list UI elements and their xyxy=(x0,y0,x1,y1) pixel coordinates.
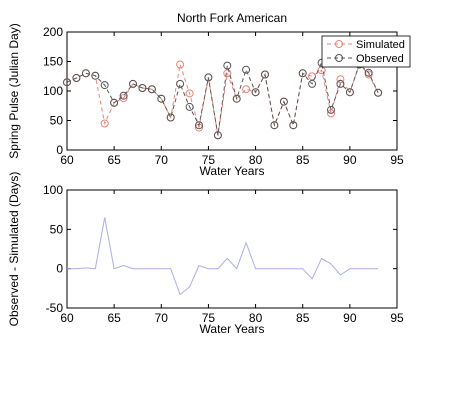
observed-data-point xyxy=(166,113,175,122)
simulated-data-point xyxy=(308,72,317,81)
bottom-x-axis-label: Water Years xyxy=(200,322,265,336)
bottom-x-tick-label: 80 xyxy=(249,311,263,325)
observed-data-point xyxy=(195,121,203,130)
top-y-tick-label: 50 xyxy=(50,114,64,128)
observed-data-point xyxy=(204,73,213,82)
bottom-x-tick-label: 65 xyxy=(107,311,121,325)
bottom-x-tick-label: 90 xyxy=(343,311,357,325)
simulated-data-point xyxy=(242,85,251,94)
observed-data-point xyxy=(176,79,185,88)
top-x-tick-label: 90 xyxy=(343,153,357,167)
difference-series-line xyxy=(67,217,379,296)
legend-simulated-marker xyxy=(335,40,343,48)
simulated-data-point xyxy=(100,119,109,128)
bottom-x-tick-label: 70 xyxy=(155,311,169,325)
simulated-series-line xyxy=(66,63,379,136)
bottom-x-tick-label: 60 xyxy=(60,311,74,325)
bottom-x-tick-label: 75 xyxy=(202,311,216,325)
observed-data-point xyxy=(91,71,100,80)
observed-data-point xyxy=(364,68,373,77)
observed-data-point xyxy=(374,88,383,97)
bottom-y-tick-label: -50 xyxy=(46,301,64,315)
simulated-data-point xyxy=(176,60,185,69)
bottom-series-group xyxy=(67,217,379,296)
observed-data-point xyxy=(81,69,90,78)
observed-data-point xyxy=(223,61,232,70)
top-x-axis-label: Water Years xyxy=(200,164,265,178)
observed-data-point xyxy=(213,131,222,140)
observed-data-point xyxy=(157,94,166,103)
top-y-tick-label: 100 xyxy=(43,84,63,98)
observed-data-point xyxy=(336,79,345,88)
observed-data-point xyxy=(110,98,119,107)
simulated-data-point xyxy=(223,69,232,78)
observed-data-point xyxy=(185,102,194,111)
observed-data-point xyxy=(327,105,335,114)
bottom-y-tick-label: 50 xyxy=(50,222,64,236)
observed-data-point xyxy=(72,74,81,82)
simulated-data-point xyxy=(336,75,345,84)
top-x-tick-label: 80 xyxy=(249,153,263,167)
top-axis-ticks: 60 65 70 75 80 85 90 95 0 50 100 150 200 xyxy=(43,25,404,167)
top-x-tick-label: 95 xyxy=(390,153,404,167)
simulated-data-point xyxy=(327,109,335,118)
top-x-tick-label: 65 xyxy=(107,153,121,167)
top-y-tick-label: 0 xyxy=(56,143,63,157)
chart-title: North Fork American xyxy=(177,11,287,25)
top-x-tick-label: 60 xyxy=(60,153,74,167)
observed-data-point xyxy=(261,70,269,79)
observed-data-point xyxy=(270,121,279,130)
observed-series-line xyxy=(66,61,379,136)
observed-data-point xyxy=(345,88,354,97)
bottom-axis-ticks: 60 65 70 75 80 85 90 95 -50 0 50 100 xyxy=(43,183,404,325)
bottom-y-tick-label: 100 xyxy=(43,183,63,197)
top-x-tick-label: 85 xyxy=(296,153,310,167)
observed-data-point xyxy=(129,79,137,88)
observed-data-point xyxy=(251,88,260,97)
observed-data-point xyxy=(119,91,128,100)
bottom-x-tick-label: 85 xyxy=(296,311,310,325)
legend-simulated-label: Simulated xyxy=(356,39,405,51)
observed-data-point xyxy=(63,78,71,87)
bottom-y-axis-label: Observed - Simulated (Days) xyxy=(7,172,21,327)
observed-data-point xyxy=(232,94,241,103)
top-y-tick-label: 200 xyxy=(43,25,63,39)
legend: Simulated Observed xyxy=(321,35,411,68)
observed-data-point xyxy=(138,84,147,92)
observed-data-point xyxy=(279,97,288,106)
observed-data-point xyxy=(242,65,251,74)
bottom-x-tick-label: 95 xyxy=(390,311,404,325)
bottom-y-tick-label: 0 xyxy=(56,262,63,276)
simulated-data-point xyxy=(185,89,194,98)
difference-panel: 60 65 70 75 80 85 90 95 -50 0 50 100 Water Years Ob… xyxy=(7,172,404,336)
observed-data-point xyxy=(147,85,156,94)
observed-data-point xyxy=(100,81,109,90)
spring-pulse-panel: North Fork American 60 65 70 75 80 85 90 95 0 50 1… xyxy=(7,11,411,178)
legend-observed-label: Observed xyxy=(356,53,404,65)
observed-data-point xyxy=(308,79,317,88)
top-y-axis-label: Spring Pulse (Julian Day) xyxy=(7,23,21,158)
observed-data-point xyxy=(298,69,307,78)
bottom-plot-frame xyxy=(66,189,398,309)
observed-data-point xyxy=(289,121,298,130)
top-y-tick-label: 150 xyxy=(43,55,63,69)
legend-observed-marker xyxy=(335,54,343,62)
top-x-tick-label: 75 xyxy=(202,153,216,167)
top-x-tick-label: 70 xyxy=(155,153,169,167)
